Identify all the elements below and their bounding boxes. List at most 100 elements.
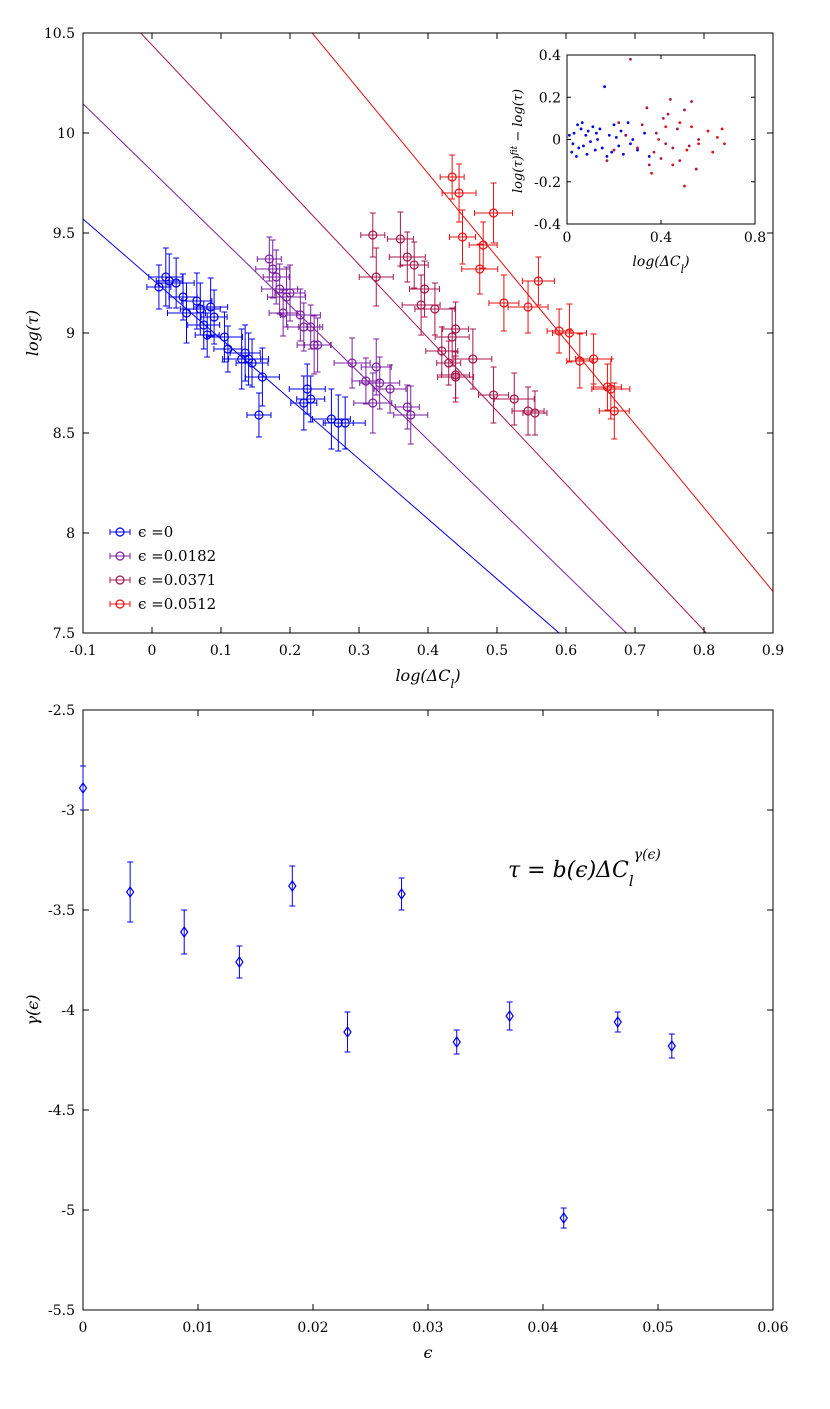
inset-point [671, 146, 675, 150]
inset-point [607, 133, 611, 137]
inset-point [571, 142, 575, 146]
legend-item: ϵ =0.0512 [109, 595, 216, 613]
inset-point [589, 140, 592, 144]
inset-point [683, 108, 686, 112]
inset-point [652, 150, 656, 154]
inset-y-axis-label: log(τ)fit − log(τ) [510, 89, 526, 193]
y-tick-label: 0 [552, 133, 561, 149]
data-point [441, 163, 477, 223]
data-point [522, 390, 548, 436]
x-tick-label: 0.05 [642, 1320, 673, 1336]
inset-point [678, 159, 682, 163]
inset-point [567, 133, 571, 137]
data-point [474, 182, 514, 244]
inset-point [612, 148, 616, 152]
y-tick-label: -5 [61, 1203, 75, 1219]
data-point [511, 386, 545, 436]
inset-point [697, 142, 700, 146]
inset-point [596, 138, 599, 141]
inset-point [697, 138, 700, 141]
y-tick-label: -4 [61, 1003, 75, 1019]
data-point [213, 325, 243, 373]
inset-point [577, 146, 581, 150]
inset-point [659, 157, 663, 160]
data-point [442, 301, 470, 357]
data-point [200, 289, 228, 345]
data-point [488, 274, 520, 332]
gamma-point [235, 945, 244, 979]
legend-item: ϵ =0.0371 [109, 571, 216, 589]
inset-point [584, 133, 588, 137]
y-tick-label: -3.5 [48, 903, 75, 919]
x-tick-label: 0 [79, 1320, 88, 1336]
inset-point [690, 125, 693, 129]
inset-point [678, 121, 682, 124]
y-tick-label: 7.5 [53, 626, 75, 642]
y-tick-label: 0.2 [539, 90, 561, 106]
inset-point [671, 163, 675, 167]
inset-point [576, 123, 579, 127]
data-point [575, 333, 613, 385]
inset-point [640, 123, 644, 127]
inset-point [603, 85, 606, 89]
data-point [146, 264, 172, 310]
inset-point [617, 144, 621, 148]
data-point [229, 324, 261, 382]
inset-series-2 [650, 121, 726, 188]
x-tick-label: 0.5 [486, 643, 508, 659]
inset-plot: 0 0.4 0.8 -0.4 -0.2 0 0.2 0.4 log(ΔCl) log(τ)fi… [510, 48, 766, 276]
data-point [255, 239, 291, 299]
series-2 [358, 211, 548, 436]
x-tick-label: 0.8 [744, 230, 766, 246]
x-tick-label: 0.06 [757, 1320, 788, 1336]
inset-point [683, 184, 686, 188]
data-point [436, 340, 462, 386]
gamma-point [397, 877, 406, 911]
x-tick-label: 0.9 [762, 643, 784, 659]
inset-point [690, 100, 693, 103]
fit-line-series-1 [83, 103, 628, 633]
inset-point [605, 159, 609, 163]
y-tick-label: 10.5 [44, 26, 75, 42]
gamma-annotation: τ = b(ϵ)ΔClγ(ϵ) [508, 847, 661, 890]
data-point [358, 247, 394, 307]
inset-point [570, 150, 574, 154]
x-tick-label: 0 [563, 230, 572, 246]
data-point [167, 282, 206, 344]
x-tick-label: 0.6 [555, 643, 577, 659]
gamma-x-axis-label: ϵ [424, 1343, 433, 1362]
data-point [441, 351, 471, 399]
inset-point [594, 131, 598, 135]
series-1 [255, 236, 429, 445]
legend-label: ϵ =0.0371 [138, 571, 216, 589]
x-tick-label: 0.04 [527, 1320, 558, 1336]
gamma-point [125, 861, 135, 923]
x-tick-label: -0.1 [70, 643, 97, 659]
data-point [521, 256, 555, 306]
legend-item: ϵ =0 [109, 523, 173, 541]
data-point [598, 382, 630, 440]
data-point [244, 347, 280, 407]
data-point [157, 257, 195, 309]
data-point [279, 288, 321, 342]
inset-point [685, 148, 689, 152]
inset-point [591, 125, 595, 129]
series-0 [146, 247, 366, 452]
inset-point [711, 150, 715, 154]
data-point [373, 364, 407, 414]
inset-point [636, 146, 639, 150]
inset-point [669, 97, 672, 101]
legend-item: ϵ =0.0182 [109, 547, 216, 565]
data-point [449, 209, 476, 265]
x-tick-label: 0.4 [417, 643, 439, 659]
data-point [262, 249, 290, 305]
main-x-axis-label: log(ΔCl) [395, 666, 460, 691]
data-point [566, 333, 594, 389]
inset-point [585, 152, 589, 156]
data-point [551, 303, 587, 363]
data-point [296, 375, 326, 423]
inset-point [580, 121, 584, 124]
inset-series-1 [605, 57, 700, 171]
legend-label: ϵ =0.0182 [138, 547, 216, 565]
data-point [205, 311, 243, 363]
